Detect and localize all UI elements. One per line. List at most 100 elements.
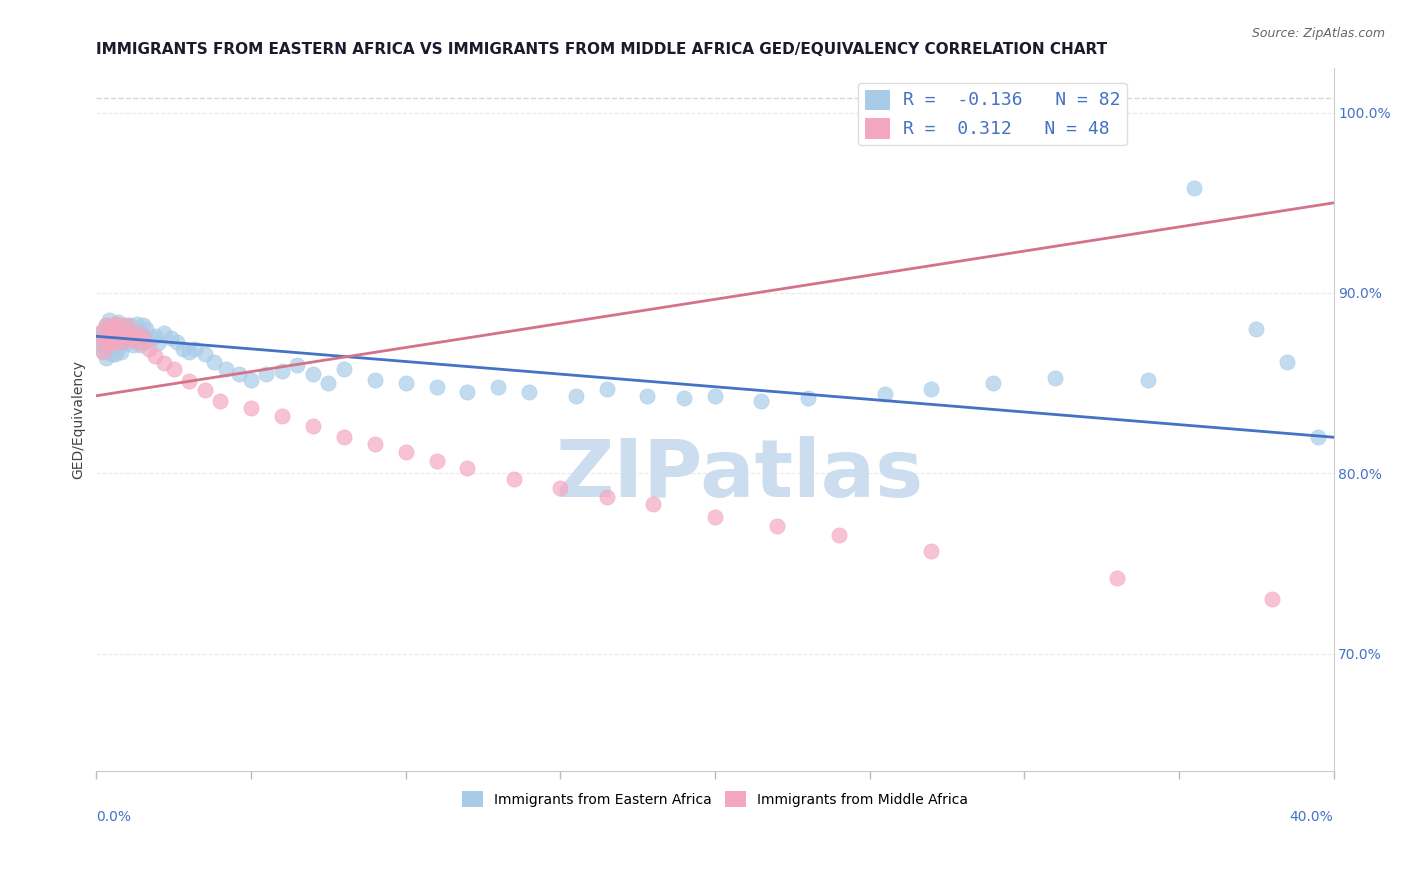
Point [132, 329, 155, 343]
Point [920, 382, 942, 396]
Point [271, 363, 294, 377]
Point [703, 389, 725, 403]
Point [110, 326, 132, 340]
Point [1182, 181, 1205, 195]
Point [1244, 322, 1267, 336]
Point [89, 329, 111, 343]
Point [1105, 571, 1128, 585]
Point [765, 518, 787, 533]
Point [107, 329, 129, 343]
Point [132, 318, 155, 333]
Point [641, 497, 664, 511]
Point [215, 361, 238, 376]
Point [94, 318, 117, 333]
Point [101, 333, 124, 347]
Point [159, 331, 181, 345]
Point [104, 347, 127, 361]
Point [112, 329, 135, 343]
Point [107, 327, 129, 342]
Point [107, 318, 129, 333]
Point [333, 361, 356, 376]
Point [112, 318, 135, 333]
Text: IMMIGRANTS FROM EASTERN AFRICA VS IMMIGRANTS FROM MIDDLE AFRICA GED/EQUIVALENCY : IMMIGRANTS FROM EASTERN AFRICA VS IMMIGR… [97, 42, 1108, 57]
Point [94, 340, 117, 354]
Point [91, 338, 114, 352]
Point [318, 376, 340, 391]
Point [110, 345, 132, 359]
Point [120, 331, 142, 345]
Point [636, 389, 658, 403]
Point [91, 343, 114, 358]
Point [94, 329, 117, 343]
Point [287, 358, 309, 372]
Point [395, 376, 418, 391]
Point [240, 372, 263, 386]
Point [1136, 372, 1159, 386]
Point [110, 334, 132, 349]
Point [112, 331, 135, 345]
Point [117, 318, 139, 333]
Point [135, 322, 157, 336]
Point [132, 329, 155, 343]
Point [395, 444, 418, 458]
Point [595, 382, 617, 396]
Point [981, 376, 1004, 391]
Point [827, 527, 849, 541]
Point [117, 336, 139, 351]
Point [240, 401, 263, 416]
Point [302, 367, 325, 381]
Point [153, 356, 176, 370]
Point [271, 409, 294, 423]
Point [143, 349, 166, 363]
Point [135, 334, 157, 349]
Point [120, 318, 142, 333]
Point [163, 361, 186, 376]
Point [104, 326, 127, 340]
Point [138, 342, 160, 356]
Point [1043, 370, 1066, 384]
Point [873, 387, 896, 401]
Point [125, 326, 148, 340]
Point [595, 490, 617, 504]
Point [94, 351, 117, 365]
Point [104, 336, 127, 351]
Point [148, 336, 170, 351]
Point [122, 326, 145, 340]
Text: ZIPatlas: ZIPatlas [555, 436, 924, 515]
Text: 40.0%: 40.0% [1289, 811, 1333, 824]
Point [91, 333, 114, 347]
Point [141, 331, 163, 345]
Point [128, 326, 150, 340]
Point [184, 342, 207, 356]
Point [110, 324, 132, 338]
Point [517, 385, 540, 400]
Point [97, 313, 120, 327]
Point [426, 453, 449, 467]
Point [364, 437, 387, 451]
Point [89, 326, 111, 340]
Point [457, 461, 479, 475]
Point [101, 322, 124, 336]
Point [703, 509, 725, 524]
Point [672, 391, 695, 405]
Point [228, 367, 250, 381]
Point [564, 389, 586, 403]
Point [179, 345, 201, 359]
Point [122, 338, 145, 352]
Point [101, 336, 124, 351]
Point [302, 419, 325, 434]
Point [503, 472, 526, 486]
Legend: Immigrants from Eastern Africa, Immigrants from Middle Africa: Immigrants from Eastern Africa, Immigran… [456, 785, 974, 813]
Point [94, 318, 117, 333]
Point [333, 430, 356, 444]
Point [194, 384, 217, 398]
Point [143, 329, 166, 343]
Point [548, 481, 571, 495]
Point [97, 329, 120, 343]
Point [91, 324, 114, 338]
Point [256, 367, 278, 381]
Point [457, 385, 479, 400]
Point [749, 394, 772, 409]
Point [125, 329, 148, 343]
Point [1260, 592, 1282, 607]
